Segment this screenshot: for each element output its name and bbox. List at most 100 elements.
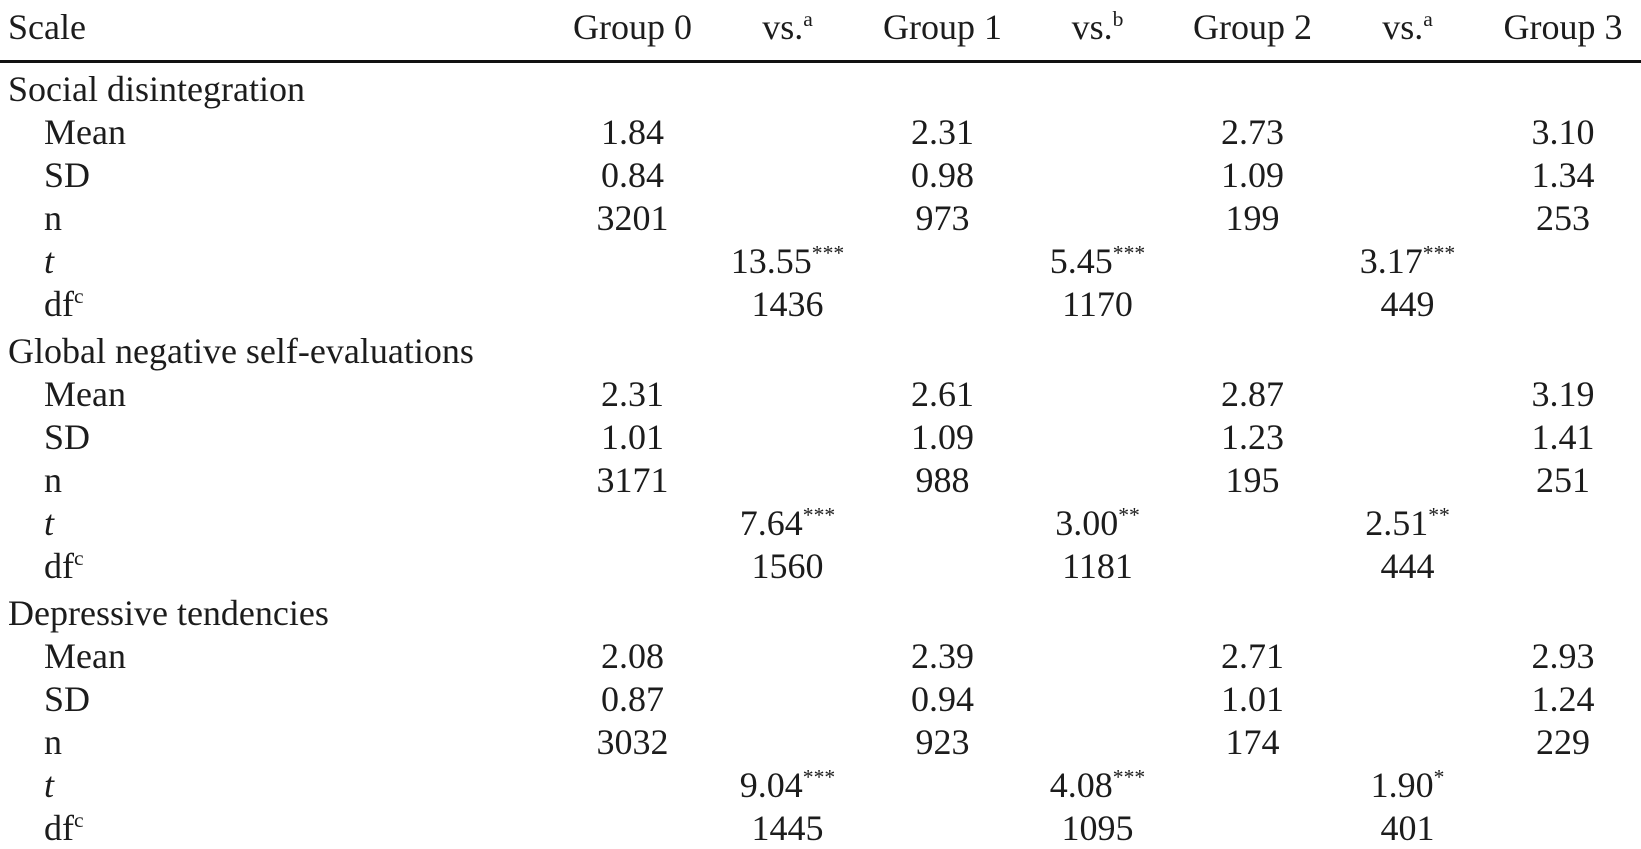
- superscript: ***: [803, 503, 835, 527]
- row-label: t: [0, 501, 555, 544]
- table-cell: [1020, 720, 1175, 763]
- table-cell: 3.17***: [1330, 239, 1485, 282]
- superscript: c: [74, 546, 84, 570]
- section-title: Social disintegration: [0, 62, 1641, 111]
- cell-text: Group 2: [1193, 7, 1312, 47]
- table-cell: [1020, 415, 1175, 458]
- table-cell: 0.87: [555, 677, 710, 720]
- table-cell: 4.08***: [1020, 763, 1175, 806]
- table-cell: [1330, 196, 1485, 239]
- table-cell: 988: [865, 458, 1020, 501]
- table-row: Social disintegration: [0, 62, 1641, 111]
- table-cell: [555, 282, 710, 325]
- table-cell: [1485, 239, 1641, 282]
- table-cell: 1.09: [865, 415, 1020, 458]
- table-cell: [1020, 372, 1175, 415]
- table-cell: [865, 806, 1020, 849]
- table-cell: [1020, 677, 1175, 720]
- table-cell: [1175, 806, 1330, 849]
- table-cell: [1020, 458, 1175, 501]
- table-cell: [1020, 196, 1175, 239]
- section-title: Depressive tendencies: [0, 587, 1641, 634]
- column-header: vs.b: [1020, 0, 1175, 62]
- table-cell: [1175, 501, 1330, 544]
- cell-text: Group 0: [573, 7, 692, 47]
- superscript: ***: [1113, 765, 1145, 789]
- table-cell: 3201: [555, 196, 710, 239]
- cell-text: 9.04: [740, 765, 803, 805]
- table-cell: 253: [1485, 196, 1641, 239]
- table-cell: 0.94: [865, 677, 1020, 720]
- table-cell: 0.84: [555, 153, 710, 196]
- column-header: Scale: [0, 0, 555, 62]
- cell-text: 2.51: [1365, 503, 1428, 543]
- cell-text: vs.: [1382, 7, 1423, 47]
- table-cell: 3.10: [1485, 110, 1641, 153]
- table-cell: [865, 763, 1020, 806]
- table-cell: [1485, 763, 1641, 806]
- table-cell: 5.45***: [1020, 239, 1175, 282]
- table-cell: 0.98: [865, 153, 1020, 196]
- cell-text: n: [44, 198, 62, 238]
- table-cell: [1485, 544, 1641, 587]
- table-cell: [710, 634, 865, 677]
- row-label: Mean: [0, 110, 555, 153]
- table-cell: 1.34: [1485, 153, 1641, 196]
- table-row: Global negative self-evaluations: [0, 325, 1641, 372]
- cell-text: 4.08: [1050, 765, 1113, 805]
- table-cell: 1445: [710, 806, 865, 849]
- table-cell: 3.00**: [1020, 501, 1175, 544]
- table-cell: [1330, 110, 1485, 153]
- cell-text: df: [44, 546, 74, 586]
- row-label: t: [0, 763, 555, 806]
- cell-text: Mean: [44, 636, 126, 676]
- superscript: **: [1118, 503, 1140, 527]
- cell-text: SD: [44, 417, 90, 457]
- superscript: c: [74, 808, 84, 832]
- table-cell: [710, 458, 865, 501]
- cell-text: Group 1: [883, 7, 1002, 47]
- cell-text: 1.90: [1371, 765, 1434, 805]
- table-cell: [1485, 282, 1641, 325]
- table-cell: [1330, 153, 1485, 196]
- table-cell: [1175, 544, 1330, 587]
- superscript: ***: [1423, 241, 1455, 265]
- cell-text: n: [44, 722, 62, 762]
- table-cell: 229: [1485, 720, 1641, 763]
- superscript: a: [803, 7, 813, 31]
- table-cell: [555, 806, 710, 849]
- cell-text: 3.17: [1360, 241, 1423, 281]
- table-cell: [1485, 501, 1641, 544]
- table-cell: 9.04***: [710, 763, 865, 806]
- table-cell: 2.87: [1175, 372, 1330, 415]
- table-cell: [1330, 372, 1485, 415]
- table-cell: 1.09: [1175, 153, 1330, 196]
- cell-text: Mean: [44, 112, 126, 152]
- column-header: Group 3: [1485, 0, 1641, 62]
- cell-text: n: [44, 460, 62, 500]
- table-cell: [710, 720, 865, 763]
- table-cell: [1175, 282, 1330, 325]
- table-cell: 1181: [1020, 544, 1175, 587]
- table-cell: [865, 282, 1020, 325]
- column-header: vs.a: [1330, 0, 1485, 62]
- table-cell: 174: [1175, 720, 1330, 763]
- table-cell: 1560: [710, 544, 865, 587]
- row-label: n: [0, 196, 555, 239]
- table-cell: [555, 763, 710, 806]
- cell-text: vs.: [1072, 7, 1113, 47]
- section-title: Global negative self-evaluations: [0, 325, 1641, 372]
- table-cell: [1330, 634, 1485, 677]
- table-cell: [710, 372, 865, 415]
- table-cell: 1.84: [555, 110, 710, 153]
